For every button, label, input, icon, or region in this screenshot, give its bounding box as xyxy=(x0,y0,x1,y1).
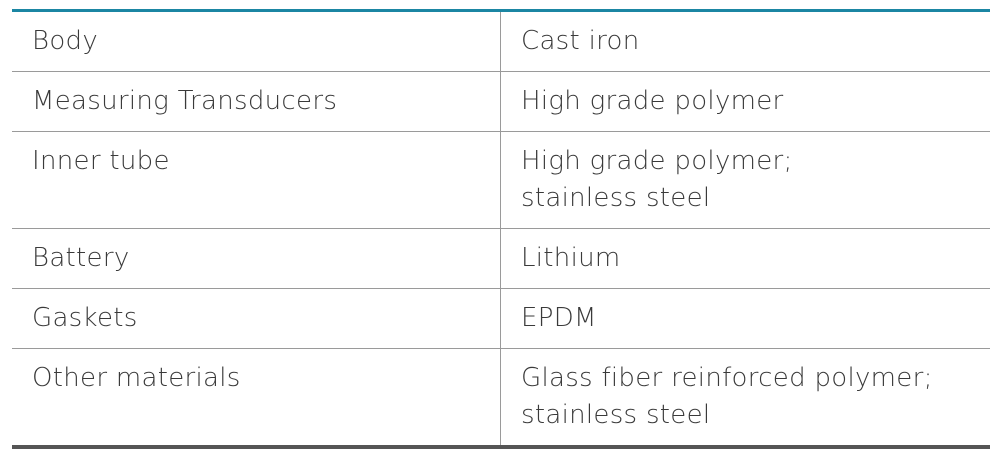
table-row: Measuring Transducers High grade polymer xyxy=(12,71,990,132)
material-cell: Cast iron xyxy=(521,26,640,56)
material-cell: High grade polymer; stainless steel xyxy=(500,131,990,229)
table-body: Body Cast iron Measuring Transducers High g… xyxy=(12,10,990,447)
materials-table: Body Cast iron Measuring Transducers High g… xyxy=(12,9,990,449)
component-cell: Inner tube xyxy=(12,131,501,229)
table-row: Gaskets EPDM xyxy=(12,288,990,349)
material-cell: High grade polymer xyxy=(500,71,990,132)
table-row: Inner tube High grade polymer; stainless … xyxy=(12,131,990,229)
table-row: Other materials Glass fiber reinforced po… xyxy=(12,348,990,447)
material-cell: EPDM xyxy=(500,288,990,349)
table-row: Battery Lithium xyxy=(12,228,990,289)
component-cell: Body xyxy=(12,10,501,72)
component-cell: Other materials xyxy=(12,348,501,447)
component-cell: Gaskets xyxy=(12,288,501,349)
table-row: Body Cast iron xyxy=(12,10,990,72)
material-cell: Glass fiber reinforced polymer; stainles… xyxy=(500,348,990,447)
material-cell: Lithium xyxy=(500,228,990,289)
component-cell: Battery xyxy=(12,228,501,289)
component-cell: Measuring Transducers xyxy=(12,71,501,132)
